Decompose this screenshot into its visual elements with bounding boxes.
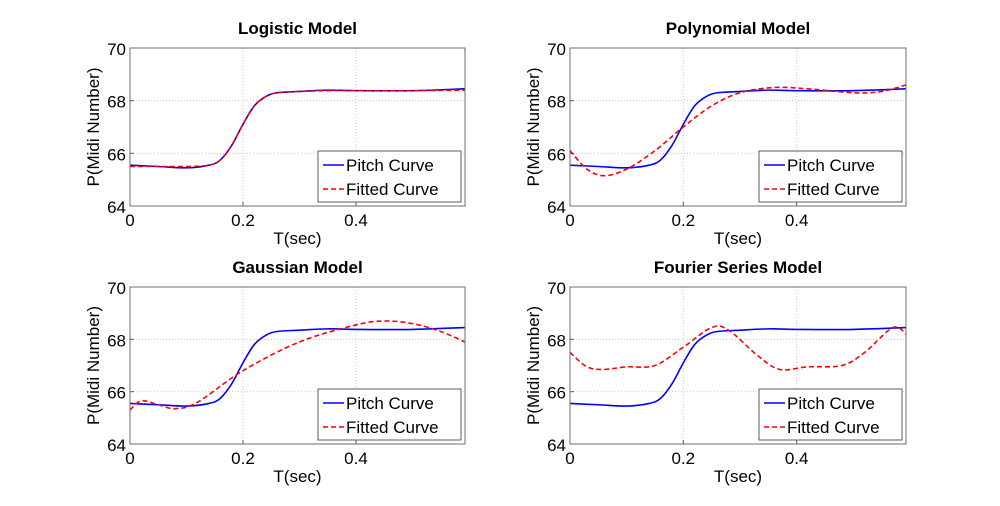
legend: Pitch Curve Fitted Curve bbox=[317, 388, 462, 441]
series-line-pitch-curve bbox=[569, 88, 907, 169]
axes-frame bbox=[129, 286, 466, 445]
y-axis-label: P(Midi Number) bbox=[84, 306, 103, 425]
y-tick-label: 70 bbox=[547, 40, 566, 59]
x-tick-label: 0.2 bbox=[672, 211, 696, 230]
legend: Pitch Curve Fitted Curve bbox=[758, 150, 903, 203]
legend: Pitch Curve Fitted Curve bbox=[758, 388, 903, 441]
subplot-2: 0 0.2 0.4 64 66 68 70 Polynomial Model T(sec) P(M… bbox=[524, 19, 907, 248]
series-line-fitted-curve bbox=[129, 320, 466, 411]
y-tick-label: 66 bbox=[547, 384, 566, 403]
x-axis-label: T(sec) bbox=[273, 229, 321, 248]
x-tick-label: 0.4 bbox=[785, 211, 809, 230]
y-tick-label: 64 bbox=[547, 436, 566, 455]
legend-label: Pitch Curve bbox=[787, 156, 875, 175]
y-tick-label: 68 bbox=[547, 331, 566, 350]
chart-title: Polynomial Model bbox=[666, 19, 811, 38]
y-tick-label: 66 bbox=[107, 145, 126, 164]
x-tick-label: 0.4 bbox=[344, 211, 368, 230]
y-axis-label: P(Midi Number) bbox=[524, 67, 543, 186]
x-tick-label: 0.2 bbox=[231, 211, 255, 230]
subplot-3: 0 0.2 0.4 64 66 68 70 Gaussian Model T(sec) P(Mid… bbox=[84, 258, 466, 486]
axes-frame bbox=[569, 47, 907, 207]
y-tick-label: 64 bbox=[547, 198, 566, 217]
y-tick-label: 64 bbox=[107, 436, 126, 455]
x-tick-label: 0 bbox=[565, 211, 574, 230]
subplot-1: 0 0.2 0.4 64 66 68 70 Logistic Model T(sec) P(Mid… bbox=[84, 19, 466, 248]
legend-label: Pitch Curve bbox=[787, 394, 875, 413]
x-tick-label: 0.2 bbox=[672, 449, 696, 468]
legend: Pitch Curve Fitted Curve bbox=[317, 150, 462, 203]
x-tick-label: 0.2 bbox=[231, 449, 255, 468]
y-tick-label: 64 bbox=[107, 198, 126, 217]
axes-frame bbox=[569, 286, 907, 445]
subplot-4: 0 0.2 0.4 64 66 68 70 Fourier Series Model T(sec… bbox=[524, 258, 907, 486]
x-axis-label: T(sec) bbox=[273, 467, 321, 486]
legend-label: Fitted Curve bbox=[787, 180, 880, 199]
legend-label: Pitch Curve bbox=[346, 394, 434, 413]
y-axis-label: P(Midi Number) bbox=[524, 306, 543, 425]
legend-label: Pitch Curve bbox=[346, 156, 434, 175]
chart-title: Fourier Series Model bbox=[654, 258, 822, 277]
x-tick-label: 0.4 bbox=[785, 449, 809, 468]
y-tick-label: 66 bbox=[547, 145, 566, 164]
series-line-pitch-curve bbox=[569, 326, 907, 407]
series-line-fitted-curve bbox=[569, 84, 907, 177]
x-tick-label: 0 bbox=[125, 211, 134, 230]
x-axis-label: T(sec) bbox=[714, 229, 762, 248]
x-axis-label: T(sec) bbox=[714, 467, 762, 486]
legend-label: Fitted Curve bbox=[346, 180, 439, 199]
chart-title: Logistic Model bbox=[238, 19, 357, 38]
series-line-fitted-curve bbox=[129, 89, 466, 168]
axes-frame bbox=[129, 47, 466, 207]
legend-box bbox=[317, 388, 462, 441]
y-tick-label: 70 bbox=[107, 40, 126, 59]
y-axis-label: P(Midi Number) bbox=[84, 67, 103, 186]
series-line-fitted-curve bbox=[569, 325, 907, 371]
legend-box bbox=[758, 388, 903, 441]
legend-label: Fitted Curve bbox=[346, 418, 439, 437]
y-tick-label: 68 bbox=[107, 93, 126, 112]
y-tick-label: 68 bbox=[107, 331, 126, 350]
legend-box bbox=[758, 150, 903, 203]
series-line-pitch-curve bbox=[129, 326, 466, 407]
x-tick-label: 0 bbox=[565, 449, 574, 468]
y-tick-label: 70 bbox=[547, 279, 566, 298]
legend-box bbox=[317, 150, 462, 203]
y-tick-label: 70 bbox=[107, 279, 126, 298]
legend-label: Fitted Curve bbox=[787, 418, 880, 437]
x-tick-label: 0 bbox=[125, 449, 134, 468]
x-tick-label: 0.4 bbox=[344, 449, 368, 468]
chart-title: Gaussian Model bbox=[232, 258, 362, 277]
y-tick-label: 68 bbox=[547, 93, 566, 112]
y-tick-label: 66 bbox=[107, 384, 126, 403]
